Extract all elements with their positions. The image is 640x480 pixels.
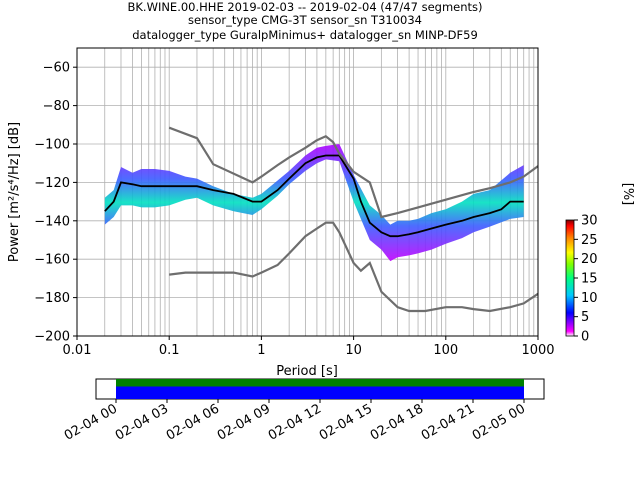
colorbar-tick-label: 0 — [581, 330, 589, 345]
y-tick-label: −80 — [43, 99, 70, 114]
colorbar-label: [%] — [620, 183, 635, 206]
availability-tick-label: 02-04 12 — [266, 401, 324, 443]
x-tick-label: 1000 — [521, 343, 554, 358]
availability-tick-label: 02-04 15 — [317, 401, 375, 443]
colorbar-tick-label: 10 — [581, 291, 598, 306]
plot-frame — [76, 47, 539, 337]
colorbar-tick-label: 30 — [581, 214, 598, 229]
y-tick-label: −60 — [43, 61, 70, 76]
colorbar-tick-label: 5 — [581, 310, 589, 325]
x-tick-label: 100 — [433, 343, 458, 358]
availability-tick-label: 02-04 18 — [368, 401, 426, 443]
availability-tick-label: 02-04 21 — [419, 401, 477, 443]
availability-tick-label: 02-05 00 — [470, 401, 528, 443]
availability-tick-label: 02-04 03 — [113, 401, 171, 443]
y-tick-label: −180 — [34, 291, 70, 306]
chart-title-line-1: BK.WINE.00.HHE 2019-02-03 -- 2019-02-04 … — [127, 0, 483, 14]
x-tick-label: 1 — [257, 343, 265, 358]
y-axis-label: Power [m²/s⁴/Hz] [dB] — [7, 122, 22, 262]
colorbar-tick-label: 20 — [581, 252, 598, 267]
y-tick-label: −120 — [34, 176, 70, 191]
colorbar-tick-label: 15 — [581, 272, 598, 287]
availability-tick-label: 02-04 06 — [164, 401, 222, 443]
availability-tick-label: 02-04 00 — [62, 401, 120, 443]
noise-model-high-line — [168, 126, 538, 219]
x-tick-label: 10 — [345, 343, 362, 358]
y-tick-label: −140 — [34, 214, 70, 229]
chart-title-line-2: sensor_type CMG-3T sensor_sn T310034 — [188, 13, 422, 27]
x-axis-label: Period [s] — [276, 364, 338, 379]
noise-model-low-line — [169, 221, 538, 313]
y-tick-label: −160 — [34, 253, 70, 268]
availability-bar — [116, 379, 524, 387]
y-tick-label: −100 — [34, 138, 70, 153]
y-tick-label: −200 — [34, 330, 70, 345]
chart-title-line-3: datalogger_type GuralpMinimus+ datalogge… — [132, 28, 478, 42]
mean-psd-line — [104, 154, 524, 238]
availability-bar — [116, 386, 524, 399]
x-tick-label: 0.01 — [63, 343, 92, 358]
availability-tick-label: 02-04 09 — [215, 401, 273, 443]
colorbar — [565, 219, 575, 337]
x-tick-label: 0.1 — [159, 343, 180, 358]
density-band — [104, 144, 524, 262]
colorbar-tick-label: 25 — [581, 233, 598, 248]
